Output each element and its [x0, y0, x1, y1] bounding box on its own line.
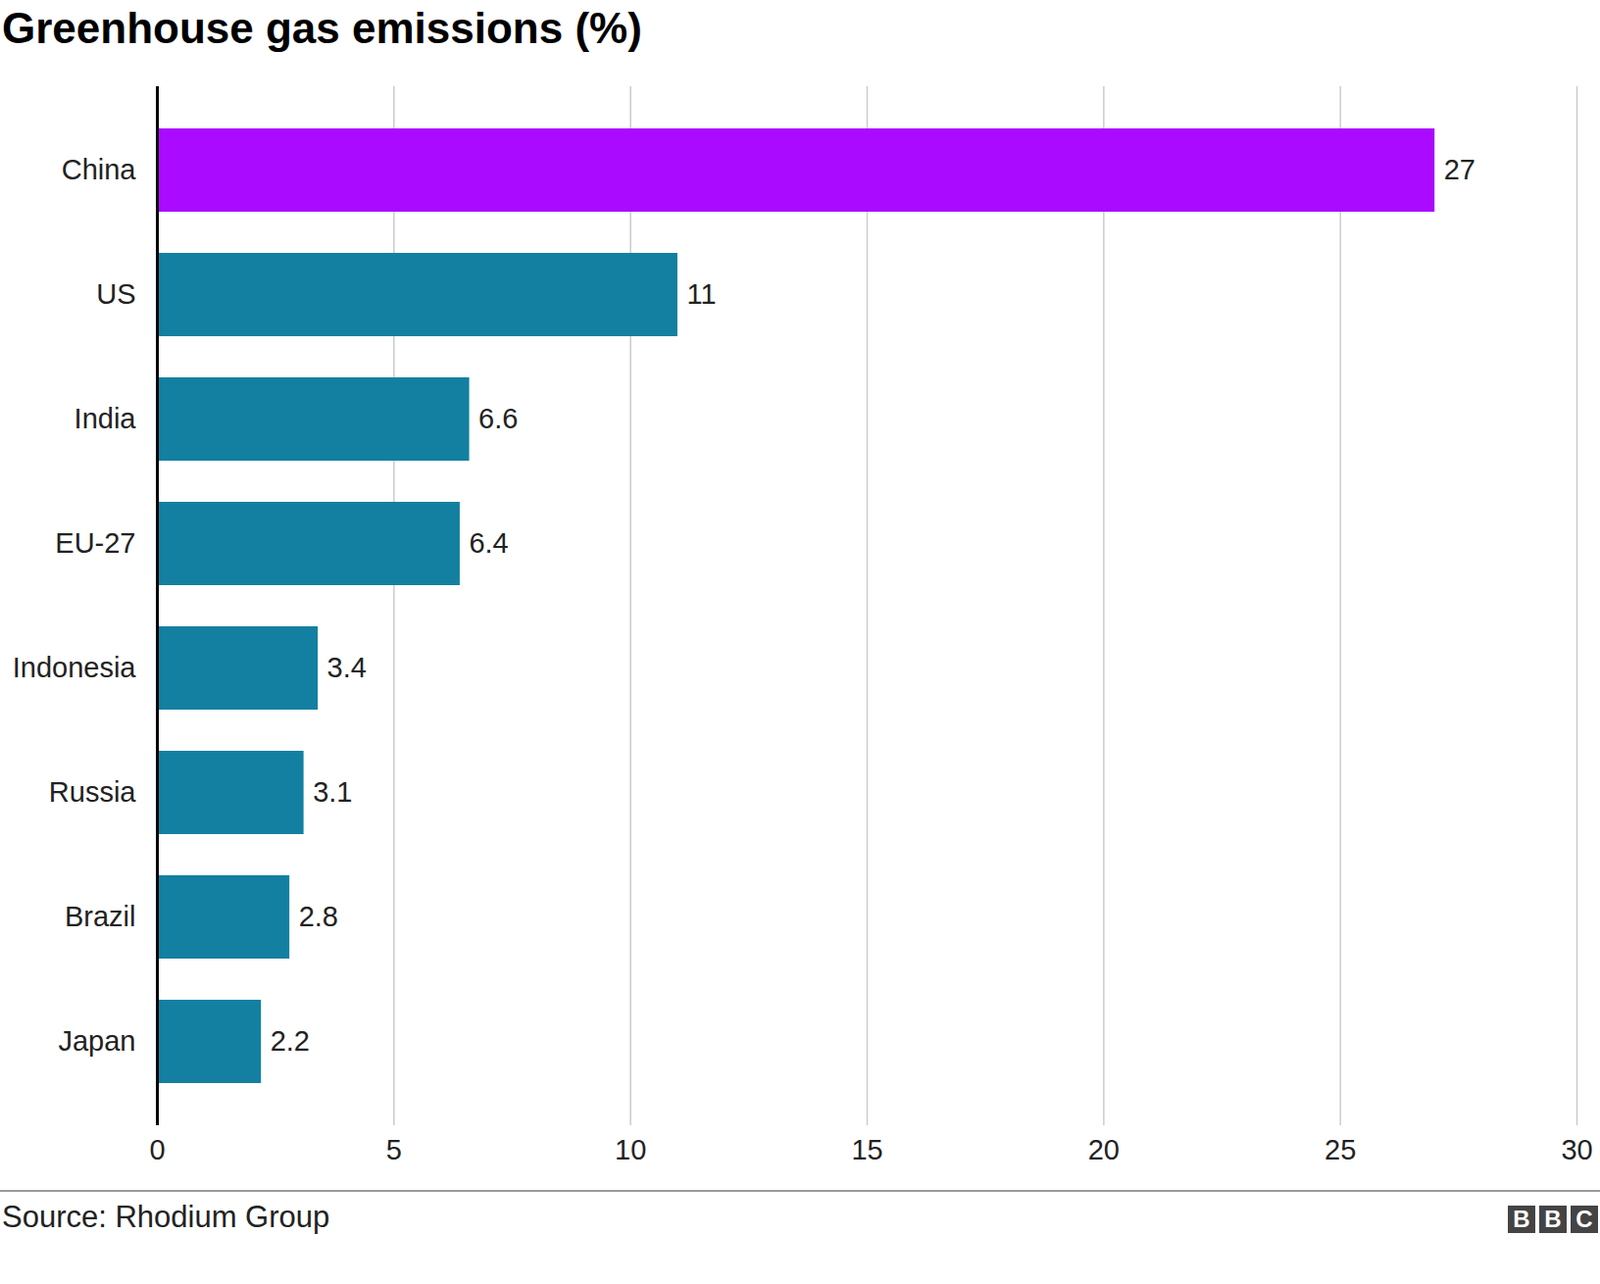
svg-text:Indonesia: Indonesia	[12, 651, 138, 684]
svg-text:25: 25	[1324, 1134, 1356, 1166]
svg-text:3.1: 3.1	[312, 776, 352, 808]
svg-text:6.4: 6.4	[468, 527, 508, 559]
svg-text:11: 11	[686, 278, 716, 310]
svg-text:EU-27: EU-27	[54, 527, 136, 559]
svg-text:30: 30	[1560, 1134, 1593, 1166]
svg-text:10: 10	[614, 1134, 647, 1166]
svg-text:20: 20	[1088, 1134, 1120, 1166]
svg-text:Japan: Japan	[57, 1025, 136, 1057]
svg-text:2.2: 2.2	[270, 1025, 310, 1057]
svg-text:US: US	[96, 278, 136, 310]
html-text:C: C	[1575, 1205, 1593, 1233]
svg-text:3.4: 3.4	[327, 651, 367, 684]
svg-text:27: 27	[1444, 153, 1476, 186]
html-text:Source: Rhodium Group: Source: Rhodium Group	[1, 1200, 330, 1235]
svg-text:China: China	[61, 153, 138, 186]
svg-text:2.8: 2.8	[299, 900, 339, 933]
svg-text:Brazil: Brazil	[64, 900, 137, 933]
html-text:B: B	[1513, 1205, 1531, 1233]
svg-text:6.6: 6.6	[478, 402, 518, 435]
svg-text:15: 15	[850, 1134, 883, 1166]
svg-text:5: 5	[386, 1134, 402, 1166]
html-text:B: B	[1544, 1205, 1562, 1233]
svg-text:0: 0	[149, 1134, 165, 1166]
svg-text:India: India	[74, 402, 138, 435]
html-text:Greenhouse gas emissions (%): Greenhouse gas emissions (%)	[1, 3, 643, 52]
svg-text:Russia: Russia	[49, 776, 138, 808]
